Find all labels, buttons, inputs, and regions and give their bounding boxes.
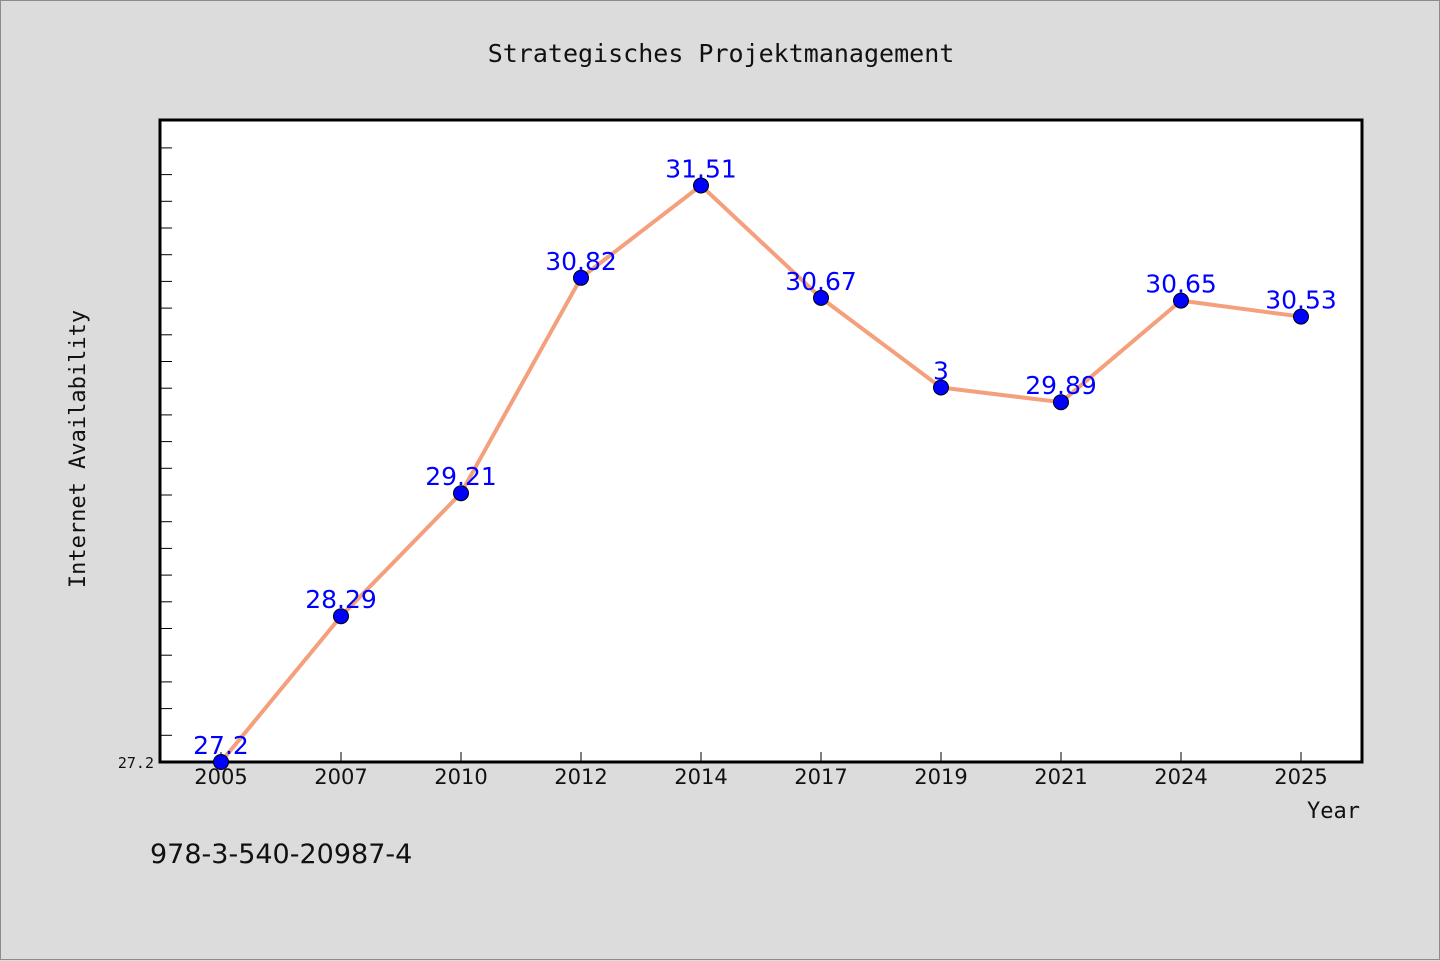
- data-label: 29.89: [1025, 371, 1097, 400]
- x-tick-label: 2021: [1034, 765, 1087, 789]
- x-axis-label: Year: [1307, 799, 1360, 824]
- data-point-marker: [333, 608, 349, 625]
- plot-area: [158, 118, 1364, 764]
- series-line: [219, 183, 1303, 764]
- data-label: 30.67: [785, 267, 857, 296]
- y-axis-label: Internet Availability: [66, 310, 91, 588]
- data-label: 27.2: [193, 731, 249, 760]
- data-point-marker: [453, 485, 469, 502]
- y-axis-ticks: 27.2: [118, 147, 172, 772]
- x-tick-label: 2012: [554, 765, 607, 789]
- x-tick-label: 2014: [674, 765, 727, 789]
- data-point-marker: [213, 754, 229, 770]
- x-tick-label: 2019: [914, 765, 967, 789]
- data-point-marker: [1173, 292, 1189, 309]
- data-label: 28.29: [305, 585, 377, 614]
- data-point-marker: [1053, 394, 1069, 411]
- data-label: 30.53: [1265, 286, 1337, 315]
- y-tick-label: 27.2: [118, 754, 154, 772]
- data-label: 30.82: [545, 247, 617, 276]
- data-label: 3: [933, 357, 949, 386]
- data-label: 31.51: [665, 155, 737, 184]
- x-tick-label: 2017: [794, 765, 847, 789]
- series-layer: [213, 177, 1309, 770]
- data-labels-layer: 27.2 28.29 29.21 30.82 31.51 30.67 3 29.89 30.65…: [193, 155, 1337, 761]
- data-point-marker: [693, 177, 709, 194]
- data-point-marker: [813, 289, 829, 306]
- x-axis-ticks: 2005 2007 2010 2012 2014 2017 2019 2021 2024 2025: [194, 752, 1328, 789]
- data-point-marker: [933, 379, 949, 396]
- x-tick-label: 2007: [314, 765, 367, 789]
- isbn-footnote: 978-3-540-20987-4: [150, 839, 412, 870]
- chart-title: Strategisches Projektmanagement: [488, 39, 955, 68]
- data-point-marker: [1293, 308, 1309, 325]
- data-label: 30.65: [1145, 270, 1217, 299]
- x-tick-label: 2010: [434, 765, 487, 789]
- x-tick-label: 2024: [1154, 765, 1207, 789]
- data-label: 29.21: [425, 462, 497, 491]
- x-tick-label: 2025: [1274, 765, 1327, 789]
- data-point-marker: [573, 269, 589, 286]
